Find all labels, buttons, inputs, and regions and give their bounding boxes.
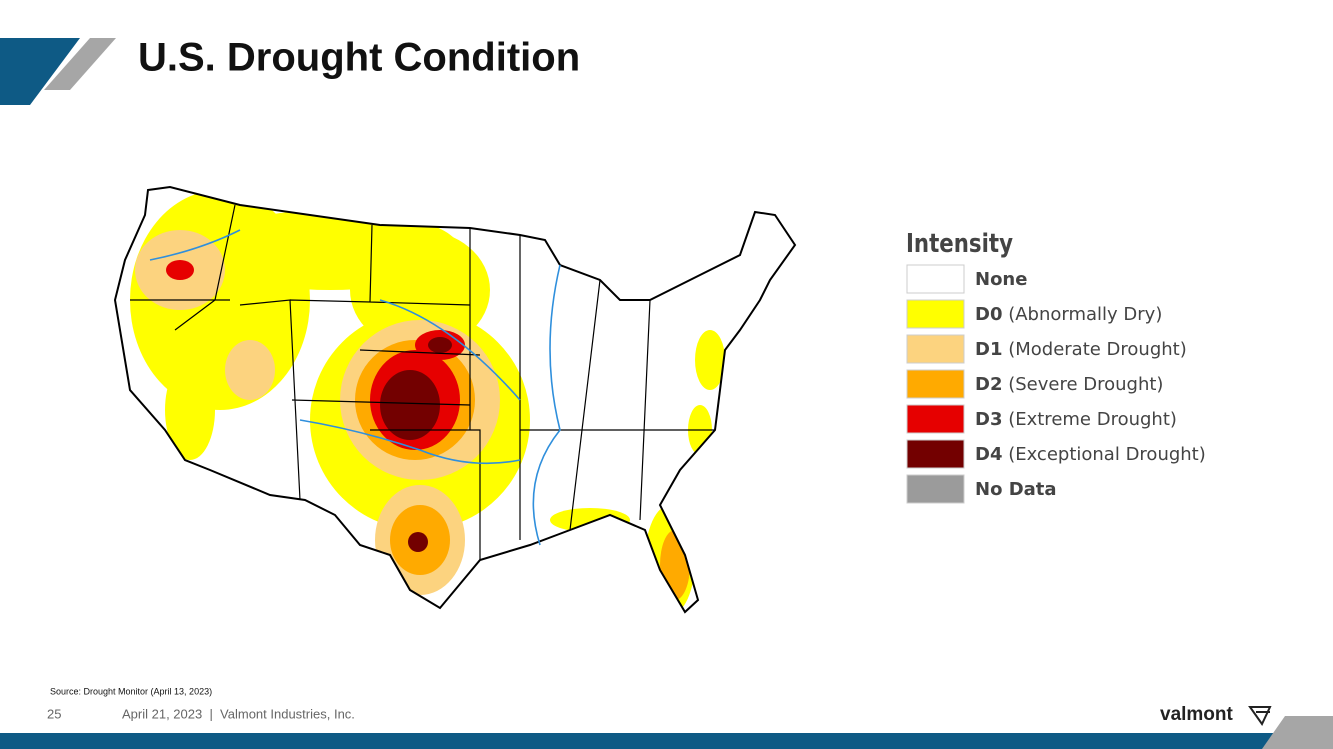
legend-swatch <box>906 404 965 434</box>
legend-swatch <box>906 334 965 364</box>
legend-label: (Moderate Drought) <box>1008 339 1187 360</box>
legend-code: D2 <box>975 374 1002 395</box>
drought-map <box>114 186 796 613</box>
legend-swatch <box>906 439 965 469</box>
legend-entry: D4 (Exceptional Drought) <box>975 444 1206 465</box>
legend-swatch <box>906 299 965 329</box>
legend-label: (Exceptional Drought) <box>1008 444 1206 465</box>
legend: None D0 (Abnormally Dry) D1 (Moderate Drou… <box>906 264 1206 504</box>
logo: valmont <box>1160 704 1234 725</box>
legend-entry: No Data <box>975 479 1057 500</box>
legend-code: No Data <box>975 479 1057 500</box>
legend-title: Intensity <box>906 228 1013 259</box>
footer-shape <box>1262 716 1333 749</box>
legend-label: (Extreme Drought) <box>1008 409 1177 430</box>
slide-title: U.S. Drought Condition <box>138 36 580 80</box>
legend-swatch <box>906 264 965 294</box>
legend-label: (Severe Drought) <box>1008 374 1163 395</box>
source-note: Source: Drought Monitor (April 13, 2023) <box>50 686 212 696</box>
legend-code: None <box>975 269 1027 290</box>
legend-code: D0 <box>975 304 1002 325</box>
legend-entry: D0 (Abnormally Dry) <box>975 304 1162 325</box>
legend-entry: D3 (Extreme Drought) <box>975 409 1177 430</box>
legend-code: D3 <box>975 409 1002 430</box>
legend-label: (Abnormally Dry) <box>1008 304 1162 325</box>
footer-bar <box>0 733 1333 749</box>
legend-entry: None <box>975 269 1027 290</box>
legend-code: D4 <box>975 444 1002 465</box>
header-shape <box>44 38 116 90</box>
logo-mark <box>1248 706 1272 726</box>
legend-entry: D2 (Severe Drought) <box>975 374 1163 395</box>
legend-swatch <box>906 474 965 504</box>
legend-swatch <box>906 369 965 399</box>
footer-text: April 21, 2023 | Valmont Industries, Inc… <box>122 706 355 721</box>
header-shape <box>0 38 80 105</box>
page-number: 25 <box>47 706 61 721</box>
legend-code: D1 <box>975 339 1002 360</box>
legend-entry: D1 (Moderate Drought) <box>975 339 1187 360</box>
